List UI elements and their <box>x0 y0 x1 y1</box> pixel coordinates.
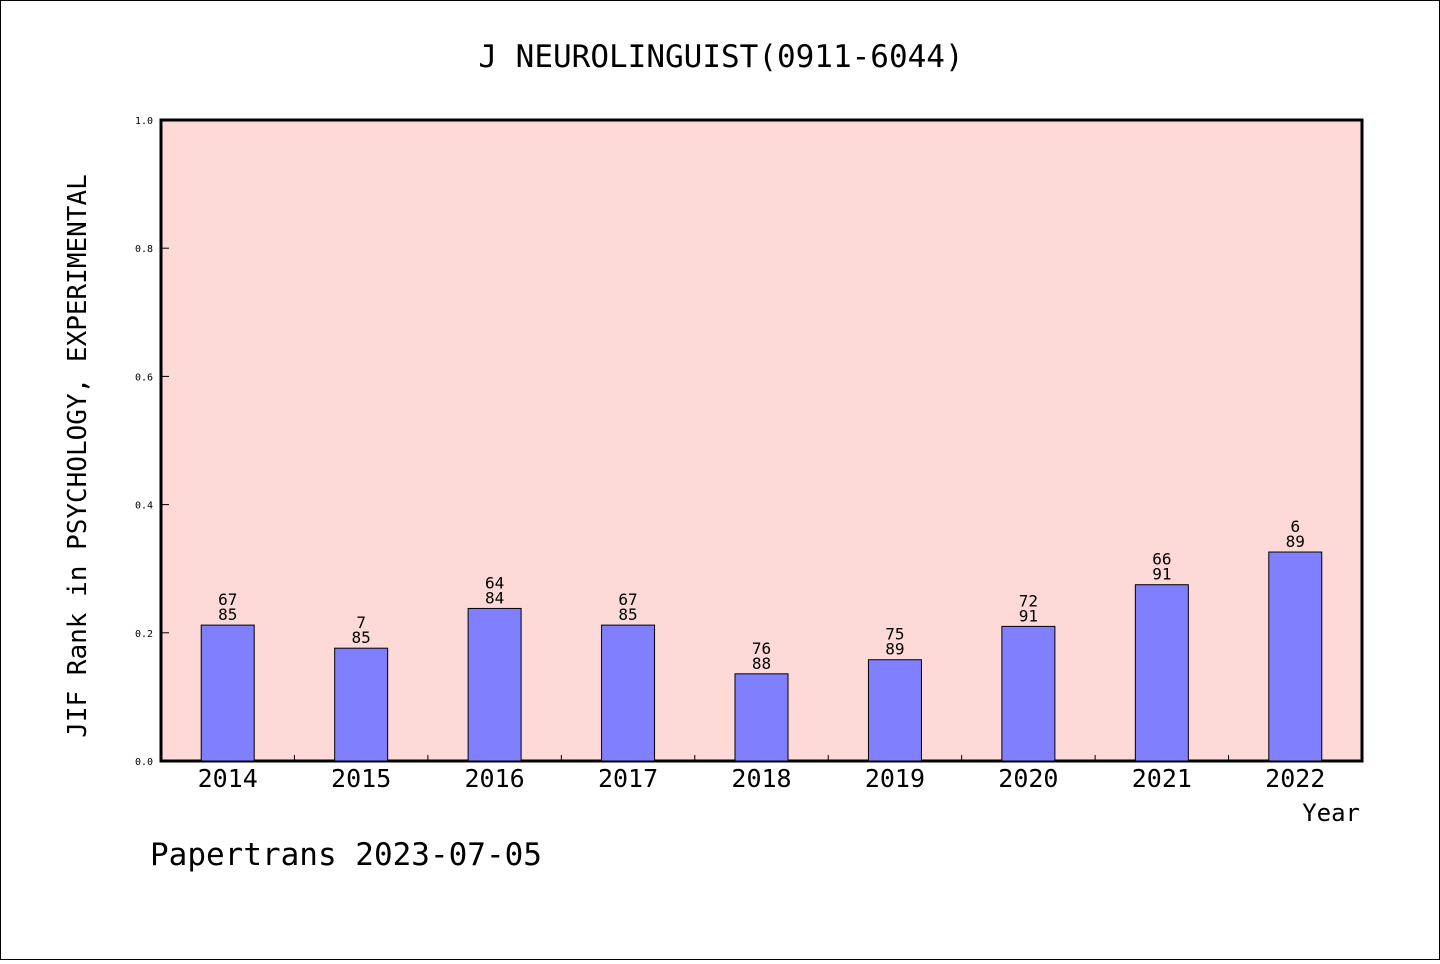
data-label-total: 89 <box>885 640 904 659</box>
x-tick-label: 2015 <box>331 764 391 793</box>
data-label-rank: 67 <box>618 590 637 609</box>
x-tick-label: 2020 <box>998 764 1058 793</box>
x-tick-label: 2021 <box>1132 764 1192 793</box>
y-axis-label: JIF Rank in PSYCHOLOGY, EXPERIMENTAL <box>63 174 93 738</box>
y-tick-label: 0.6 <box>135 372 153 383</box>
x-tick-label: 2022 <box>1265 764 1325 793</box>
bar <box>1268 551 1323 762</box>
data-label-rank: 66 <box>1152 550 1171 569</box>
data-label-total: 89 <box>1286 532 1305 551</box>
x-tick-label: 2019 <box>865 764 925 793</box>
data-label-rank: 72 <box>1019 591 1038 610</box>
y-tick-label: 0.8 <box>135 244 153 255</box>
data-label-rank: 64 <box>485 573 504 592</box>
bar <box>1134 584 1189 762</box>
x-tick-label: 2017 <box>598 764 658 793</box>
x-tick-label: 2014 <box>198 764 258 793</box>
bar <box>467 607 522 762</box>
data-label-total: 91 <box>1152 565 1171 584</box>
bar <box>200 624 255 762</box>
data-label-rank: 76 <box>752 639 771 658</box>
x-axis-label: Year <box>1302 799 1360 827</box>
y-tick-label: 0.4 <box>135 501 153 512</box>
x-axis: 2014 2015 2016 2017 2018 2019 2020 2021 2022 <box>198 755 1325 793</box>
footer-credit: Papertrans 2023-07-05 <box>150 837 542 873</box>
chart-title: J NEUROLINGUIST(0911-6044) <box>478 39 963 75</box>
bar <box>734 673 789 762</box>
bar <box>1001 625 1056 762</box>
y-tick-label: 0.2 <box>135 629 153 640</box>
bar-series <box>200 551 1323 762</box>
data-label-rank: 75 <box>885 625 904 644</box>
data-label-total: 85 <box>352 628 371 647</box>
x-tick-label: 2016 <box>465 764 525 793</box>
data-label-total: 84 <box>485 588 504 607</box>
data-label-rank: 6 <box>1290 517 1300 536</box>
data-label-total: 91 <box>1019 606 1038 625</box>
data-label-rank: 67 <box>218 590 237 609</box>
data-label-total: 88 <box>752 654 771 673</box>
bar <box>867 659 922 762</box>
data-label-total: 85 <box>618 605 637 624</box>
y-tick-label: 0.0 <box>135 757 153 768</box>
y-axis: 0.0 0.2 0.4 0.6 0.8 1.0 <box>135 116 169 768</box>
bar <box>601 624 656 762</box>
y-tick-label: 1.0 <box>135 116 153 127</box>
data-label-rank: 7 <box>356 613 366 632</box>
data-label-total: 85 <box>218 605 237 624</box>
bar <box>334 647 389 762</box>
x-tick-label: 2018 <box>731 764 791 793</box>
